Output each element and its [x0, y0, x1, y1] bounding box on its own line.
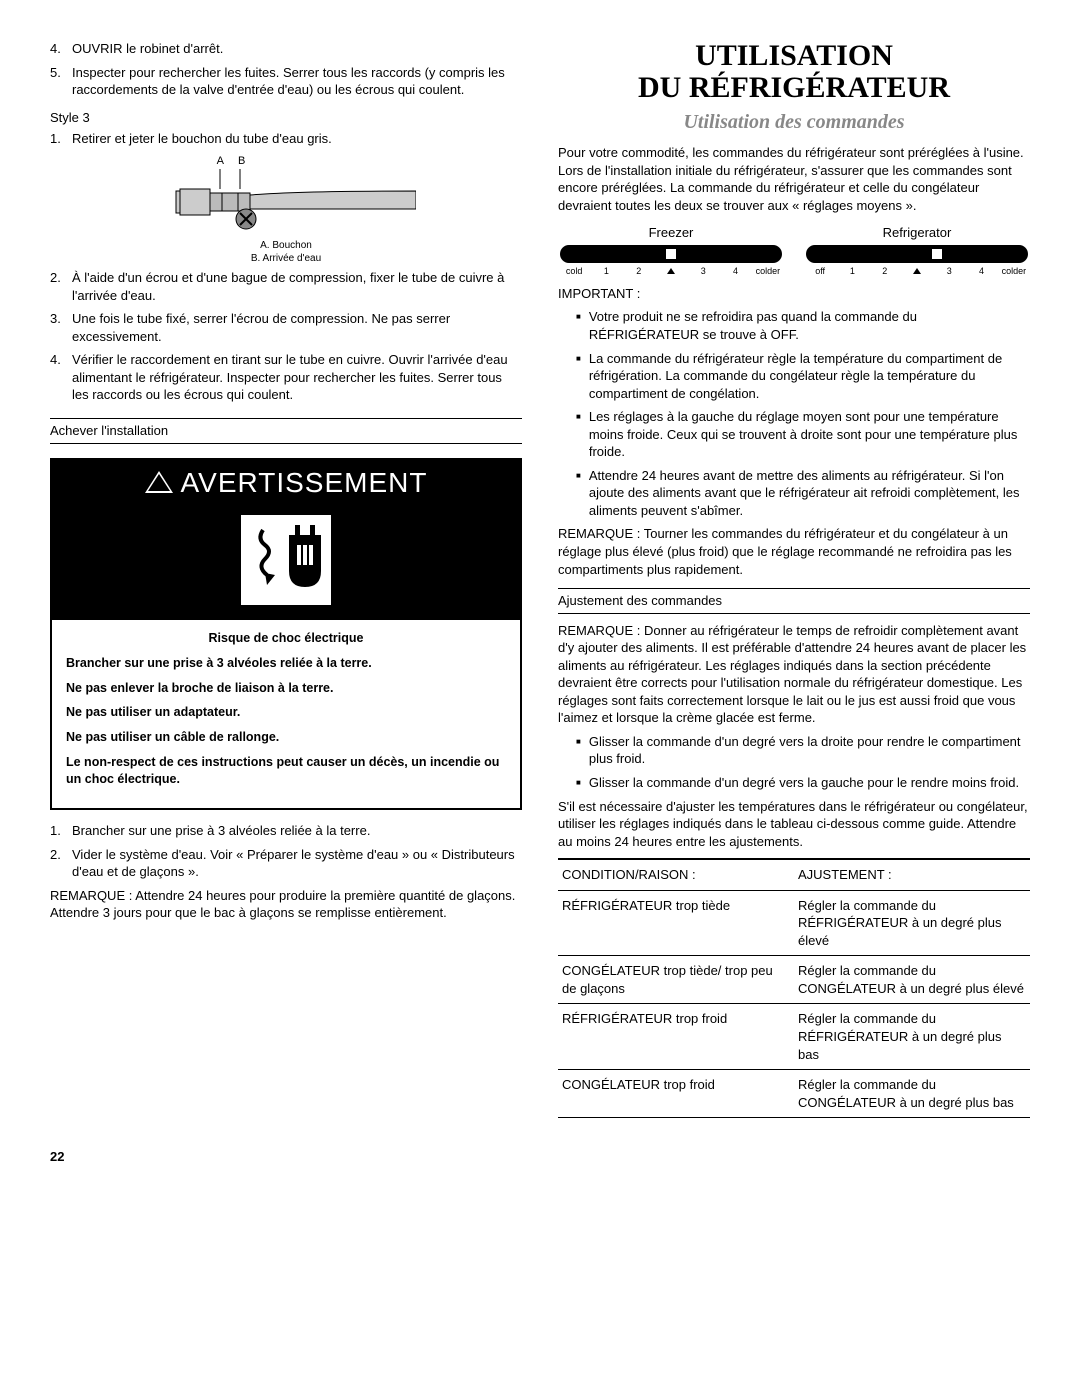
intro-paragraph: Pour votre commodité, les commandes du r…	[558, 144, 1030, 214]
th-condition: CONDITION/RAISON :	[558, 859, 794, 890]
bullet-text: Glisser la commande d'un degré vers la d…	[589, 733, 1030, 768]
tube-svg	[156, 169, 416, 234]
left-column: 4.OUVRIR le robinet d'arrêt. 5.Inspecter…	[50, 40, 522, 1118]
adjust-intro: S'il est nécessaire d'ajuster les tempér…	[558, 798, 1030, 851]
complete-install-bar: Achever l'installation	[50, 418, 522, 444]
remarque-2: REMARQUE : Donner au réfrigérateur le te…	[558, 622, 1030, 727]
steps-list-top: 4.OUVRIR le robinet d'arrêt. 5.Inspecter…	[50, 40, 522, 99]
shock-icon	[241, 515, 331, 605]
warning-icon-row	[52, 505, 520, 620]
table-header: CONDITION/RAISON : AJUSTEMENT :	[558, 859, 1030, 890]
step-text: Retirer et jeter le bouchon du tube d'ea…	[72, 130, 522, 148]
adjustment-bar: Ajustement des commandes	[558, 588, 1030, 614]
controls-diagram: Freezer cold 1 2 3 4 colder Refrigerator…	[558, 224, 1030, 277]
bullet-text: La commande du réfrigérateur règle la te…	[589, 350, 1030, 403]
style-heading: Style 3	[50, 109, 522, 127]
th-adjust: AJUSTEMENT :	[794, 859, 1030, 890]
step-num: 3.	[50, 310, 72, 345]
warning-line: Ne pas enlever la broche de liaison à la…	[66, 680, 506, 697]
step-text: Brancher sur une prise à 3 alvéoles reli…	[72, 822, 522, 840]
diagram-legend: A. Bouchon B. Arrivée d'eau	[50, 240, 522, 265]
warning-line: Risque de choc électrique	[66, 630, 506, 647]
step-num: 1.	[50, 130, 72, 148]
freezer-scale: cold 1 2 3 4 colder	[558, 265, 784, 277]
step-text: Une fois le tube fixé, serrer l'écrou de…	[72, 310, 522, 345]
warning-body: Risque de choc électrique Brancher sur u…	[52, 620, 520, 808]
td-cond: CONGÉLATEUR trop froid	[558, 1070, 794, 1118]
bullet-text: Votre produit ne se refroidira pas quand…	[589, 308, 1030, 343]
step-num: 2.	[50, 269, 72, 304]
td-adj: Régler la commande du RÉFRIGÉRATEUR à un…	[794, 890, 1030, 956]
slider-handle	[932, 249, 942, 259]
fridge-slider	[806, 245, 1028, 263]
td-adj: Régler la commande du RÉFRIGÉRATEUR à un…	[794, 1004, 1030, 1070]
table-row: CONGÉLATEUR trop tiède/ trop peu de glaç…	[558, 956, 1030, 1004]
remarque-text: REMARQUE : Attendre 24 heures pour produ…	[50, 887, 522, 922]
td-cond: RÉFRIGÉRATEUR trop froid	[558, 1004, 794, 1070]
important-list: Votre produit ne se refroidira pas quand…	[576, 308, 1030, 519]
step-text: Inspecter pour rechercher les fuites. Se…	[72, 64, 522, 99]
fridge-control: Refrigerator off 1 2 3 4 colder	[804, 224, 1030, 277]
step-num: 4.	[50, 40, 72, 58]
remarque-1: REMARQUE : Tourner les commandes du réfr…	[558, 525, 1030, 578]
bullet-text: Attendre 24 heures avant de mettre des a…	[589, 467, 1030, 520]
warning-box: AVERTISSEMENT	[50, 458, 522, 810]
warning-header: AVERTISSEMENT	[52, 460, 520, 506]
important-label: IMPORTANT :	[558, 285, 1030, 303]
freezer-label: Freezer	[558, 224, 784, 242]
step-num: 2.	[50, 846, 72, 881]
fridge-label: Refrigerator	[804, 224, 1030, 242]
right-column: UTILISATION DU RÉFRIGÉRATEUR Utilisation…	[558, 40, 1030, 1118]
sub-title: Utilisation des commandes	[558, 109, 1030, 136]
warning-title: AVERTISSEMENT	[181, 464, 428, 502]
step-num: 5.	[50, 64, 72, 99]
td-cond: RÉFRIGÉRATEUR trop tiède	[558, 890, 794, 956]
bullet-text: Glisser la commande d'un degré vers la g…	[589, 774, 1019, 792]
slider-handle	[666, 249, 676, 259]
triangle-up-icon	[667, 268, 675, 274]
warning-line: Ne pas utiliser un adaptateur.	[66, 704, 506, 721]
main-title: UTILISATION DU RÉFRIGÉRATEUR	[558, 40, 1030, 103]
warning-line: Brancher sur une prise à 3 alvéoles reli…	[66, 655, 506, 672]
page-number: 22	[50, 1148, 1030, 1166]
slide-list: Glisser la commande d'un degré vers la d…	[576, 733, 1030, 792]
table-row: RÉFRIGÉRATEUR trop tiède Régler la comma…	[558, 890, 1030, 956]
step-num: 1.	[50, 822, 72, 840]
bullet-text: Les réglages à la gauche du réglage moye…	[589, 408, 1030, 461]
table-row: RÉFRIGÉRATEUR trop froid Régler la comma…	[558, 1004, 1030, 1070]
warning-line: Ne pas utiliser un câble de rallonge.	[66, 729, 506, 746]
warning-triangle-icon	[145, 471, 173, 493]
step-text: OUVRIR le robinet d'arrêt.	[72, 40, 522, 58]
step-text: Vider le système d'eau. Voir « Préparer …	[72, 846, 522, 881]
table-row: CONGÉLATEUR trop froid Régler la command…	[558, 1070, 1030, 1118]
page-layout: 4.OUVRIR le robinet d'arrêt. 5.Inspecter…	[50, 40, 1030, 1118]
step-num: 4.	[50, 351, 72, 404]
freezer-control: Freezer cold 1 2 3 4 colder	[558, 224, 784, 277]
tube-diagram: AB A. Bouchon B. Arrivée d'eau	[50, 154, 522, 265]
style3-rest-list: 2.À l'aide d'un écrou et d'une bague de …	[50, 269, 522, 404]
style3-list: 1.Retirer et jeter le bouchon du tube d'…	[50, 130, 522, 148]
freezer-slider	[560, 245, 782, 263]
td-cond: CONGÉLATEUR trop tiède/ trop peu de glaç…	[558, 956, 794, 1004]
td-adj: Régler la commande du CONGÉLATEUR à un d…	[794, 1070, 1030, 1118]
step-text: Vérifier le raccordement en tirant sur l…	[72, 351, 522, 404]
diagram-ab-labels: AB	[0, 154, 522, 169]
td-adj: Régler la commande du CONGÉLATEUR à un d…	[794, 956, 1030, 1004]
post-warning-list: 1.Brancher sur une prise à 3 alvéoles re…	[50, 822, 522, 881]
triangle-up-icon	[913, 268, 921, 274]
step-text: À l'aide d'un écrou et d'une bague de co…	[72, 269, 522, 304]
adjustment-table: CONDITION/RAISON : AJUSTEMENT : RÉFRIGÉR…	[558, 858, 1030, 1118]
fridge-scale: off 1 2 3 4 colder	[804, 265, 1030, 277]
warning-line: Le non-respect de ces instructions peut …	[66, 754, 506, 788]
